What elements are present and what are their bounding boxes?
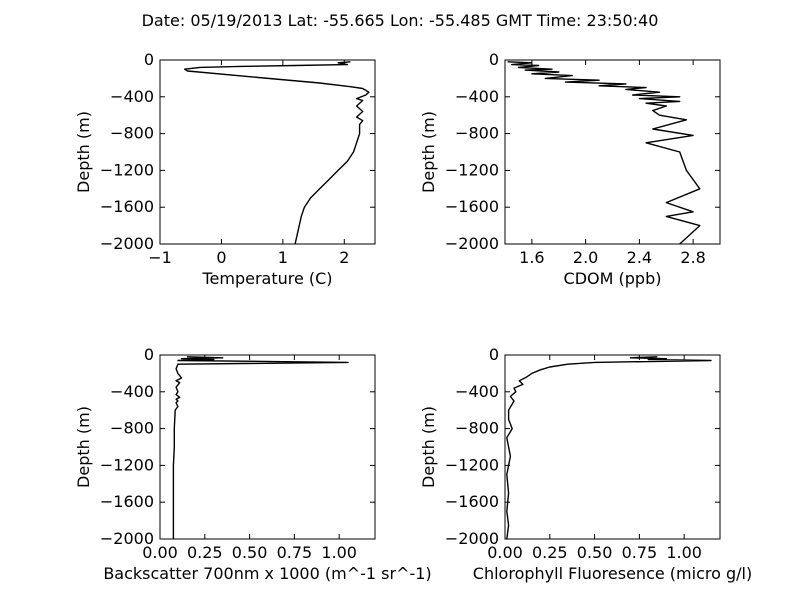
temperature-y-axis-label: Depth (m) (74, 111, 93, 193)
backscatter-y-tick-label: −1200 (100, 455, 154, 474)
subplot-grid: −1 0 1 2 0 −400 −800 −1200 −1600 −2000 Temperature… (74, 50, 752, 583)
backscatter-y-tick-label: −400 (110, 382, 154, 401)
temperature-x-tick-label: −1 (148, 248, 172, 267)
subplot-temperature: −1 0 1 2 0 −400 −800 −1200 −1600 −2000 Temperature… (74, 50, 376, 288)
cdom-y-tick-label: −1600 (445, 197, 499, 216)
temperature-profile-line (183, 61, 370, 245)
chlorophyll-y-tick-label: 0 (489, 345, 499, 364)
backscatter-x-tick-label: 0.25 (187, 543, 223, 562)
figure-title: Date: 05/19/2013 Lat: -55.665 Lon: -55.4… (142, 11, 659, 30)
cdom-x-tick-label: 2.0 (573, 248, 598, 267)
cdom-x-tick-label: 1.6 (519, 248, 544, 267)
chlorophyll-y-tick-label: −400 (455, 382, 499, 401)
subplot-cdom: 1.6 2.0 2.4 2.8 0 −400 −800 −1200 −1600 −2000 CDOM… (419, 50, 721, 288)
temperature-y-tick-label: −1200 (100, 160, 154, 179)
temperature-x-tick-label: 1 (278, 248, 288, 267)
chlorophyll-y-tick-label: −1200 (445, 455, 499, 474)
backscatter-x-axis-label: Backscatter 700nm x 1000 (m^-1 sr^-1) (103, 564, 431, 583)
backscatter-y-tick-label: −800 (110, 419, 154, 438)
backscatter-x-tick-label: 0.75 (277, 543, 313, 562)
chlorophyll-x-axis-label: Chlorophyll Fluoresence (micro g/l) (473, 564, 752, 583)
temperature-y-tick-label: 0 (144, 50, 154, 69)
cdom-axes-frame (504, 59, 721, 245)
temperature-y-tick-label: −400 (110, 87, 154, 106)
cdom-x-tick-label: 2.4 (627, 248, 652, 267)
cdom-x-tick-label: 2.8 (680, 248, 705, 267)
subplot-backscatter: 0.00 0.25 0.50 0.75 1.00 0 −400 −800 −1200 −1600 −… (74, 345, 432, 583)
backscatter-y-tick-label: −1600 (100, 492, 154, 511)
backscatter-x-tick-label: 0.00 (142, 543, 178, 562)
cdom-y-tick-label: −2000 (445, 234, 499, 253)
cdom-y-axis-label: Depth (m) (419, 111, 438, 193)
backscatter-axes-frame (159, 354, 376, 540)
backscatter-y-axis-label: Depth (m) (74, 406, 93, 488)
backscatter-profile-line (172, 356, 349, 539)
temperature-x-tick-label: 2 (339, 248, 349, 267)
backscatter-x-tick-label: 1.00 (321, 543, 357, 562)
cdom-y-tick-label: 0 (489, 50, 499, 69)
backscatter-y-tick-label: 0 (144, 345, 154, 364)
temperature-axes-frame (159, 59, 376, 245)
backscatter-x-tick-label: 0.50 (232, 543, 268, 562)
cdom-y-tick-label: −800 (455, 124, 499, 143)
chlorophyll-x-tick-label: 0.50 (577, 543, 613, 562)
cdom-y-tick-label: −1200 (445, 160, 499, 179)
cdom-y-tick-label: −400 (455, 87, 499, 106)
chlorophyll-profile-line (506, 356, 712, 540)
subplot-chlorophyll: 0.00 0.25 0.50 0.75 1.00 0 −400 −800 −1200 −1600 −… (419, 345, 752, 583)
chlorophyll-y-tick-label: −800 (455, 419, 499, 438)
chlorophyll-x-tick-label: 1.00 (666, 543, 702, 562)
chlorophyll-axes-frame (504, 354, 721, 540)
temperature-y-tick-label: −1600 (100, 197, 154, 216)
chlorophyll-x-tick-label: 0.25 (532, 543, 568, 562)
chlorophyll-x-tick-label: 0.75 (622, 543, 658, 562)
chlorophyll-y-axis-label: Depth (m) (419, 406, 438, 488)
cdom-x-axis-label: CDOM (ppb) (564, 269, 662, 288)
chlorophyll-y-tick-label: −1600 (445, 492, 499, 511)
temperature-y-tick-label: −2000 (100, 234, 154, 253)
cdom-profile-line (507, 61, 701, 245)
chlorophyll-y-tick-label: −2000 (445, 529, 499, 548)
chlorophyll-x-tick-label: 0.00 (487, 543, 523, 562)
temperature-x-axis-label: Temperature (C) (201, 269, 332, 288)
backscatter-y-tick-label: −2000 (100, 529, 154, 548)
temperature-y-tick-label: −800 (110, 124, 154, 143)
temperature-x-tick-label: 0 (216, 248, 226, 267)
